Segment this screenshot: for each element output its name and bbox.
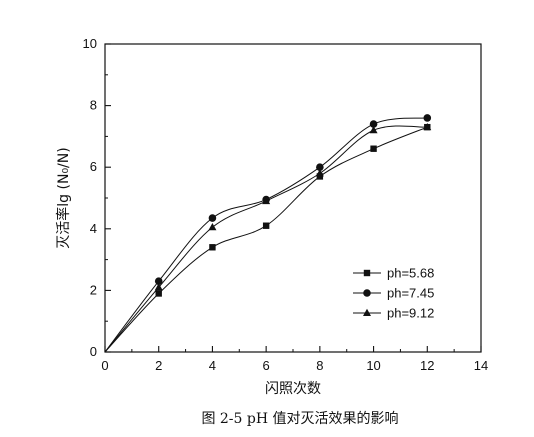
x-tick-label: 6 <box>263 358 270 373</box>
x-tick-label: 14 <box>474 358 488 373</box>
y-axis-label: 灭活率lg (N₀/N) <box>55 147 72 248</box>
data-point <box>315 169 324 177</box>
data-point <box>155 290 162 297</box>
data-point <box>369 126 378 134</box>
legend-marker <box>363 308 371 316</box>
data-point <box>370 145 377 152</box>
x-tick-label: 2 <box>155 358 162 373</box>
data-point <box>154 283 163 291</box>
x-tick-label: 4 <box>209 358 216 373</box>
x-tick-label: 8 <box>316 358 323 373</box>
y-tick-label: 2 <box>90 282 97 297</box>
legend-label: ph=5.68 <box>387 266 434 281</box>
series-circle <box>104 114 432 353</box>
legend-label: ph=9.12 <box>387 306 434 321</box>
series-line <box>104 126 428 353</box>
data-point <box>208 223 217 231</box>
y-axis: 0 2 4 6 8 10 <box>83 36 111 359</box>
x-tick-label: 12 <box>420 358 434 373</box>
legend-item: ph=7.45 <box>353 286 434 301</box>
legend-item: ph=9.12 <box>353 306 434 321</box>
legend-marker <box>363 269 371 277</box>
data-point <box>316 163 324 171</box>
data-point <box>369 120 378 128</box>
data-point <box>154 277 163 285</box>
data-point <box>208 214 217 222</box>
x-axis-label: 闪照次数 <box>265 381 321 397</box>
x-axis: 0 2 4 6 8 10 12 14 <box>101 346 488 373</box>
legend: ph=5.68 ph=7.45 ph=9.12 <box>353 266 434 321</box>
legend-label: ph=7.45 <box>387 286 434 301</box>
data-point <box>262 222 270 229</box>
figure-caption: 图 2-5 pH 值对灭活效果的影响 <box>201 411 398 427</box>
data-point <box>209 244 216 251</box>
legend-marker <box>363 289 371 297</box>
y-tick-label: 4 <box>90 221 97 236</box>
y-tick-label: 0 <box>90 344 97 359</box>
x-tick-label: 0 <box>101 358 108 373</box>
series-line <box>104 125 428 353</box>
series-square <box>104 123 431 353</box>
x-tick-label: 10 <box>366 358 380 373</box>
legend-item: ph=5.68 <box>353 266 434 281</box>
y-tick-label: 8 <box>90 98 97 113</box>
y-tick-label: 6 <box>90 159 97 174</box>
series-triangle <box>104 122 432 353</box>
data-point <box>262 196 271 205</box>
series-layer <box>104 114 432 353</box>
series-line <box>104 117 428 353</box>
y-tick-label: 10 <box>83 36 97 51</box>
data-point <box>316 173 324 180</box>
data-point <box>423 122 432 131</box>
data-point <box>423 114 432 122</box>
